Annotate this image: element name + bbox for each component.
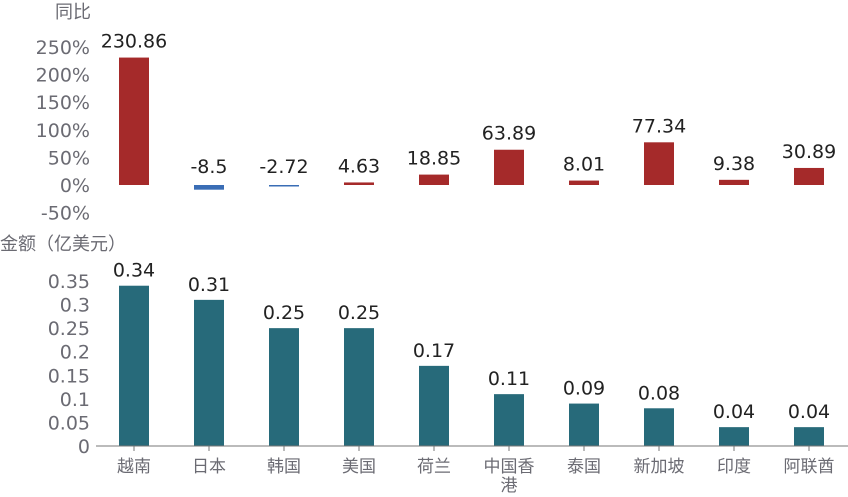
top-data-label: 9.38 xyxy=(713,153,755,175)
top-bars: 230.86 -8.5 -2.72 4.63 18.85 63.89 8.01 77.34 9.… xyxy=(101,31,836,190)
top-data-label: -2.72 xyxy=(259,156,308,178)
bottom-data-label: 0.09 xyxy=(563,378,605,400)
bottom-data-label: 0.08 xyxy=(638,382,680,404)
x-category-label: 印度 xyxy=(717,457,751,477)
top-data-label: 4.63 xyxy=(338,155,380,177)
bottom-chart-title: 金额（亿美元） xyxy=(0,234,126,255)
top-bar xyxy=(569,180,599,185)
bottom-data-label: 0.04 xyxy=(788,401,830,423)
bottom-y-tick-label: 0.2 xyxy=(60,342,90,364)
bottom-data-label: 0.25 xyxy=(338,302,380,324)
top-bar xyxy=(644,142,674,185)
bottom-y-tick-label: 0.35 xyxy=(48,271,90,293)
bottom-data-label: 0.04 xyxy=(713,401,755,423)
x-category-label: 中国香 xyxy=(484,457,535,477)
bottom-bar xyxy=(119,285,149,446)
bottom-bar xyxy=(194,299,224,446)
top-y-axis: 250% 200% 150% 100% 50% 0% -50% xyxy=(36,37,90,225)
bottom-y-tick-label: 0 xyxy=(78,436,90,458)
x-category-label: 日本 xyxy=(192,457,226,477)
x-category-label: 泰国 xyxy=(567,457,601,477)
top-y-tick-label: 150% xyxy=(36,92,90,114)
bottom-bar xyxy=(794,427,824,446)
bottom-y-tick-label: 0.15 xyxy=(48,365,90,387)
x-category-label: 荷兰 xyxy=(417,457,451,477)
bottom-y-tick-label: 0.3 xyxy=(60,295,90,317)
bottom-bar xyxy=(569,403,599,446)
x-category-label: 新加坡 xyxy=(634,457,685,477)
top-data-label: 230.86 xyxy=(101,31,167,53)
top-bar xyxy=(344,182,374,185)
bottom-data-label: 0.31 xyxy=(188,274,230,296)
bottom-bar xyxy=(719,427,749,446)
bottom-y-axis: 0.350.30.250.20.150.10.050 xyxy=(48,271,90,458)
bottom-bar xyxy=(644,408,674,446)
bottom-bar xyxy=(344,328,374,446)
bottom-bar xyxy=(494,394,524,446)
top-bar xyxy=(119,57,149,186)
x-category-label: 美国 xyxy=(342,457,376,477)
top-bar xyxy=(494,149,524,185)
x-category-label-cont: 港 xyxy=(501,476,518,493)
top-data-label: -8.5 xyxy=(190,156,227,178)
top-bar xyxy=(794,167,824,185)
x-category-label: 越南 xyxy=(117,457,151,477)
bottom-data-label: 0.25 xyxy=(263,302,305,324)
top-y-tick-label: -50% xyxy=(41,203,90,225)
top-bar xyxy=(194,185,224,190)
top-bar xyxy=(269,185,299,187)
top-data-label: 63.89 xyxy=(482,123,536,145)
top-y-tick-label: 50% xyxy=(48,147,90,169)
x-category-label: 韩国 xyxy=(267,457,301,477)
top-y-tick-label: 250% xyxy=(36,37,90,59)
top-data-label: 8.01 xyxy=(563,154,605,176)
bottom-data-label: 0.34 xyxy=(113,260,155,282)
top-y-tick-label: 0% xyxy=(60,175,90,197)
bottom-bar xyxy=(419,365,449,446)
top-data-label: 18.85 xyxy=(407,148,461,170)
bottom-data-label: 0.11 xyxy=(488,368,530,390)
x-category-label: 阿联酋 xyxy=(784,457,835,477)
top-data-label: 30.89 xyxy=(782,141,836,163)
bottom-bar xyxy=(269,328,299,446)
top-y-tick-label: 100% xyxy=(36,120,90,142)
top-chart-title: 同比 xyxy=(55,2,91,23)
top-bar xyxy=(719,179,749,185)
top-y-tick-label: 200% xyxy=(36,65,90,87)
bottom-y-tick-label: 0.05 xyxy=(48,412,90,434)
bottom-data-label: 0.17 xyxy=(413,340,455,362)
bottom-bars: 0.34 0.31 0.25 0.25 0.17 0.11 0.09 0.08 0.04 0.04 xyxy=(113,260,830,446)
bottom-y-tick-label: 0.25 xyxy=(48,318,90,340)
top-data-label: 77.34 xyxy=(632,115,686,137)
bottom-y-tick-label: 0.1 xyxy=(60,389,90,411)
top-bar xyxy=(419,174,449,185)
